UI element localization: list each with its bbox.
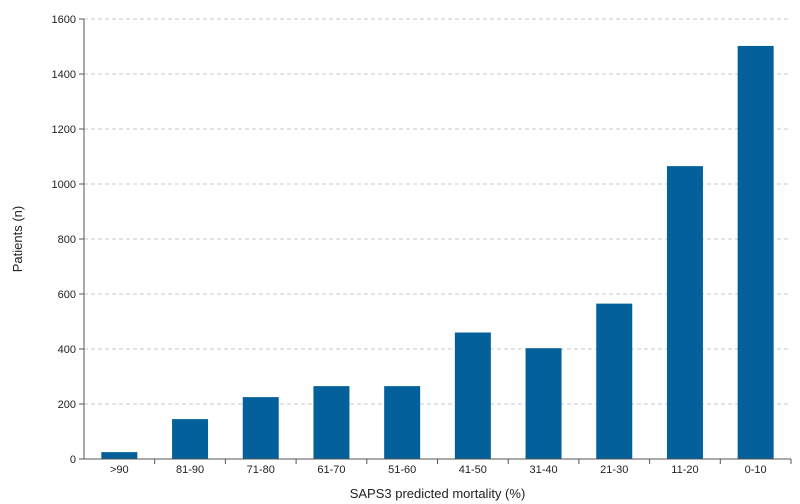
x-tick-label: 51-60 bbox=[388, 464, 416, 476]
bar bbox=[101, 452, 138, 459]
y-tick-label: 1400 bbox=[52, 69, 76, 81]
bar bbox=[242, 397, 279, 459]
y-tick-label: 600 bbox=[58, 289, 76, 301]
x-tick-label: 41-50 bbox=[459, 464, 487, 476]
y-tick-label: 400 bbox=[58, 344, 76, 356]
bar bbox=[313, 386, 350, 459]
bar bbox=[737, 45, 774, 459]
y-tick-label: 200 bbox=[58, 399, 76, 411]
x-tick-label: 61-70 bbox=[317, 464, 345, 476]
x-axis-title: SAPS3 predicted mortality (%) bbox=[350, 486, 526, 501]
x-tick-label: >90 bbox=[110, 464, 129, 476]
y-axis-title: Patients (n) bbox=[10, 206, 25, 272]
x-tick-label: 71-80 bbox=[247, 464, 275, 476]
x-tick-label: 11-20 bbox=[671, 464, 698, 476]
x-tick-label: 21-30 bbox=[600, 464, 628, 476]
y-tick-label: 1200 bbox=[52, 124, 76, 136]
bar bbox=[384, 386, 421, 459]
bar bbox=[454, 332, 491, 459]
x-tick-label: 31-40 bbox=[529, 464, 557, 476]
y-tick-label: 1000 bbox=[52, 179, 76, 191]
x-tick-label: 81-90 bbox=[176, 464, 204, 476]
y-tick-label: 0 bbox=[70, 454, 76, 466]
x-tick-labels: >90 81-90 71-80 61-70 51-60 41-50 31-40 21-30 11… bbox=[110, 459, 792, 476]
x-tick-label: 0-10 bbox=[745, 464, 767, 476]
bar bbox=[525, 348, 562, 459]
bar bbox=[666, 166, 703, 459]
bar bbox=[596, 303, 633, 459]
bar bbox=[172, 419, 209, 459]
y-tick-label: 1600 bbox=[52, 14, 76, 26]
y-tick-label: 800 bbox=[58, 234, 76, 246]
bars bbox=[101, 45, 774, 459]
y-tick-labels: 0 200 400 600 800 1000 1200 1400 1600 bbox=[52, 14, 84, 466]
